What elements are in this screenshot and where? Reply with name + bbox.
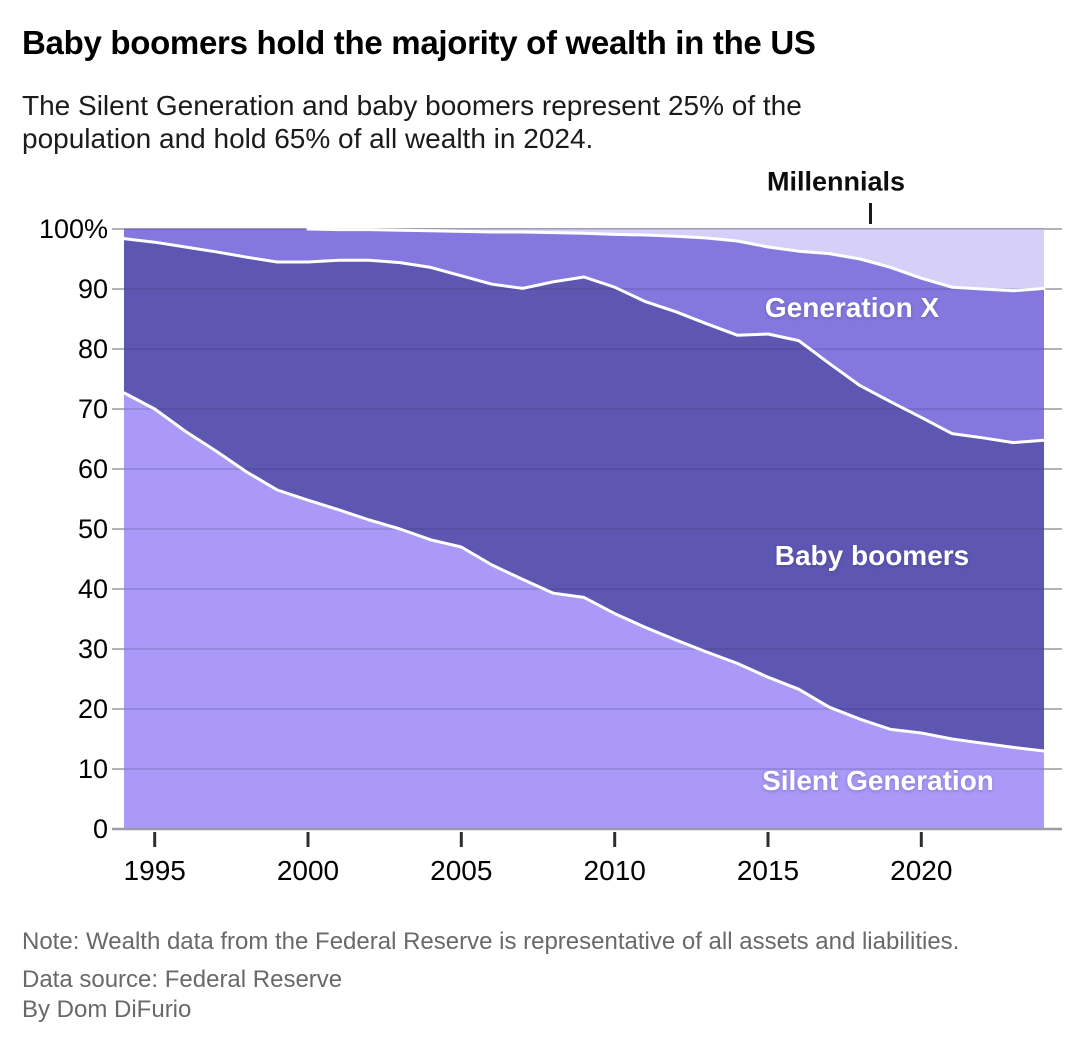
area-generation-x xyxy=(124,229,1044,443)
y-axis-label: 60 xyxy=(78,454,108,484)
x-axis-label: 1995 xyxy=(124,855,186,886)
area-millennials xyxy=(124,229,1044,291)
y-axis-label: 100% xyxy=(39,214,108,244)
boundary-generation-x-top xyxy=(306,227,1046,293)
boundary-lines xyxy=(122,227,1046,753)
y-axis-label: 90 xyxy=(78,274,108,304)
y-axis: 0 10 20 30 40 50 60 70 80 90 100% xyxy=(39,214,108,844)
generation-x-area-label: Generation X xyxy=(764,292,940,323)
boundary-baby-boomers-top xyxy=(122,237,1046,445)
page-title: Baby boomers hold the majority of wealth… xyxy=(22,24,816,61)
millennials-callout-tick xyxy=(869,203,872,224)
gridlines-overlay xyxy=(124,228,1044,770)
x-axis-label: 2015 xyxy=(737,855,799,886)
y-axis-label: 80 xyxy=(78,334,108,364)
x-axis-label: 2000 xyxy=(277,855,339,886)
x-axis: 1995 2000 2005 2010 2015 2020 xyxy=(124,832,952,886)
y-axis-label: 0 xyxy=(93,814,108,844)
x-axis-label: 2010 xyxy=(584,855,646,886)
byline: By Dom DiFurio xyxy=(22,996,192,1023)
y-axis-label: 30 xyxy=(78,634,108,664)
area-silent-generation xyxy=(124,392,1044,829)
y-axis-label: 10 xyxy=(78,754,108,784)
subtitle-line-2: population and hold 65% of all wealth in… xyxy=(22,123,594,154)
baby-boomers-area-label: Baby boomers xyxy=(774,540,970,571)
area-baby-boomers xyxy=(124,238,1044,752)
y-axis-label: 70 xyxy=(78,394,108,424)
data-source: Data source: Federal Reserve xyxy=(22,966,343,993)
y-axis-label: 20 xyxy=(78,694,108,724)
silent-generation-area-label: Silent Generation xyxy=(762,765,994,796)
y-axis-label: 50 xyxy=(78,514,108,544)
boundary-silent-generation-top xyxy=(122,391,1046,753)
x-axis-label: 2005 xyxy=(430,855,492,886)
footnote: Note: Wealth data from the Federal Reser… xyxy=(22,928,960,955)
area-series-group xyxy=(124,229,1044,829)
millennials-callout-label: Millennials xyxy=(766,166,906,197)
x-axis-label: 2020 xyxy=(890,855,952,886)
subtitle-line-1: The Silent Generation and baby boomers r… xyxy=(22,90,802,121)
y-axis-label: 40 xyxy=(78,574,108,604)
